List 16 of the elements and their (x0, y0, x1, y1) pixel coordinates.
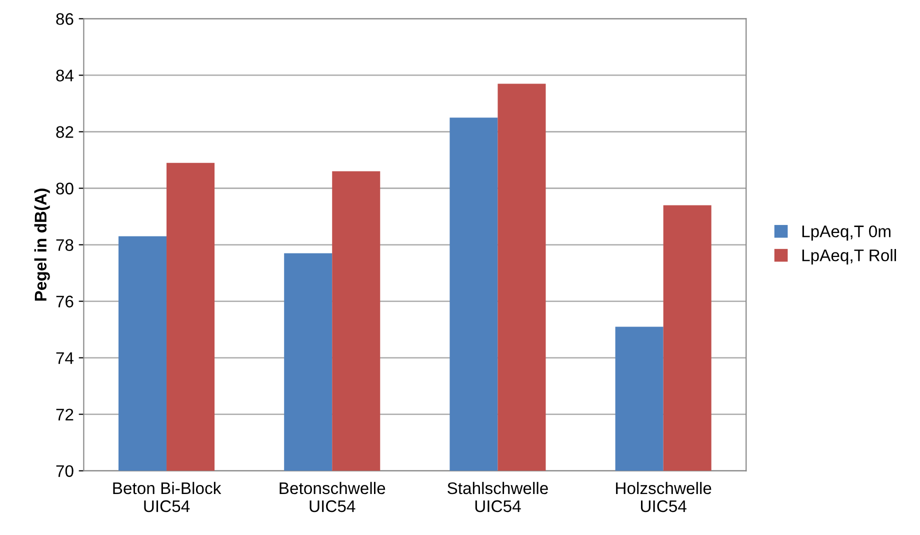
y-axis-title: Pegel in dB(A) (34, 188, 50, 301)
x-tick-label: Betonschwelle UIC54 (280, 482, 386, 512)
y-tick-label: 84 (56, 70, 74, 82)
y-tick-label: 86 (56, 13, 74, 25)
y-tick-label: 82 (56, 126, 74, 138)
y-tick-label: 74 (56, 352, 74, 364)
x-tick-label: Holzschwelle UIC54 (616, 482, 712, 512)
legend-label: LpAeq,T Roll (802, 249, 896, 265)
y-tick-label: 72 (56, 408, 74, 420)
y-tick-label: 70 (56, 465, 74, 478)
y-tick-label: 80 (56, 182, 74, 194)
x-tick-label: Beton Bi-Block UIC54 (113, 482, 222, 512)
y-tick-label: 76 (56, 296, 74, 308)
x-tick-label: Stahlschwelle UIC54 (448, 482, 548, 512)
y-tick-label: 78 (56, 239, 74, 251)
legend-label: LpAeq,T 0m (802, 226, 890, 241)
